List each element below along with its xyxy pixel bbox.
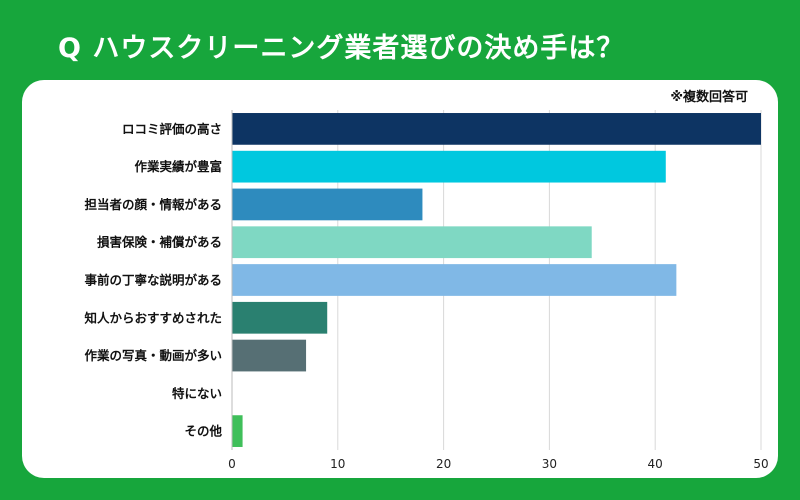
- category-label: ロコミ評価の高さ: [122, 121, 222, 136]
- bar: [232, 339, 307, 372]
- x-tick-label: 0: [228, 457, 236, 471]
- category-label: 損害保険・補償がある: [97, 235, 222, 250]
- category-label: 知人からおすすめされた: [83, 310, 222, 325]
- bar: [232, 264, 677, 296]
- bar: [232, 301, 328, 334]
- x-tick-label: 40: [648, 457, 663, 471]
- x-tick-label: 20: [436, 457, 451, 471]
- bar: [232, 415, 243, 447]
- x-tick-label: 10: [330, 457, 345, 471]
- category-label: その他: [184, 424, 222, 439]
- bar-chart: 0 10 20 30 40 50 ロコミ評価の高さ作業実績が豊富担当者の顔・情報がある損害保…: [83, 110, 769, 471]
- multiple-answer-note: ※複数回答可: [670, 90, 748, 105]
- bar: [232, 113, 761, 145]
- category-label: 担当者の顔・情報がある: [84, 197, 222, 212]
- x-tick-label: 50: [753, 457, 768, 471]
- bar: [232, 188, 423, 221]
- chart-card: ※複数回答可 0 10 20 30 40 50 ロコミ評価の高さ作業実績が豊富担当者の顔・情…: [22, 80, 778, 478]
- bar: [232, 226, 592, 259]
- category-label: 特にない: [172, 386, 222, 401]
- x-tick-label: 30: [542, 457, 557, 471]
- category-label: 事前の丁寧な説明がある: [84, 273, 222, 288]
- category-label: 作業の写真・動画が多い: [84, 348, 222, 363]
- chart-title: Q ハウスクリーニング業者選びの決め手は？: [58, 33, 625, 64]
- category-label: 作業実績が豊富: [134, 159, 222, 174]
- bar: [232, 150, 666, 183]
